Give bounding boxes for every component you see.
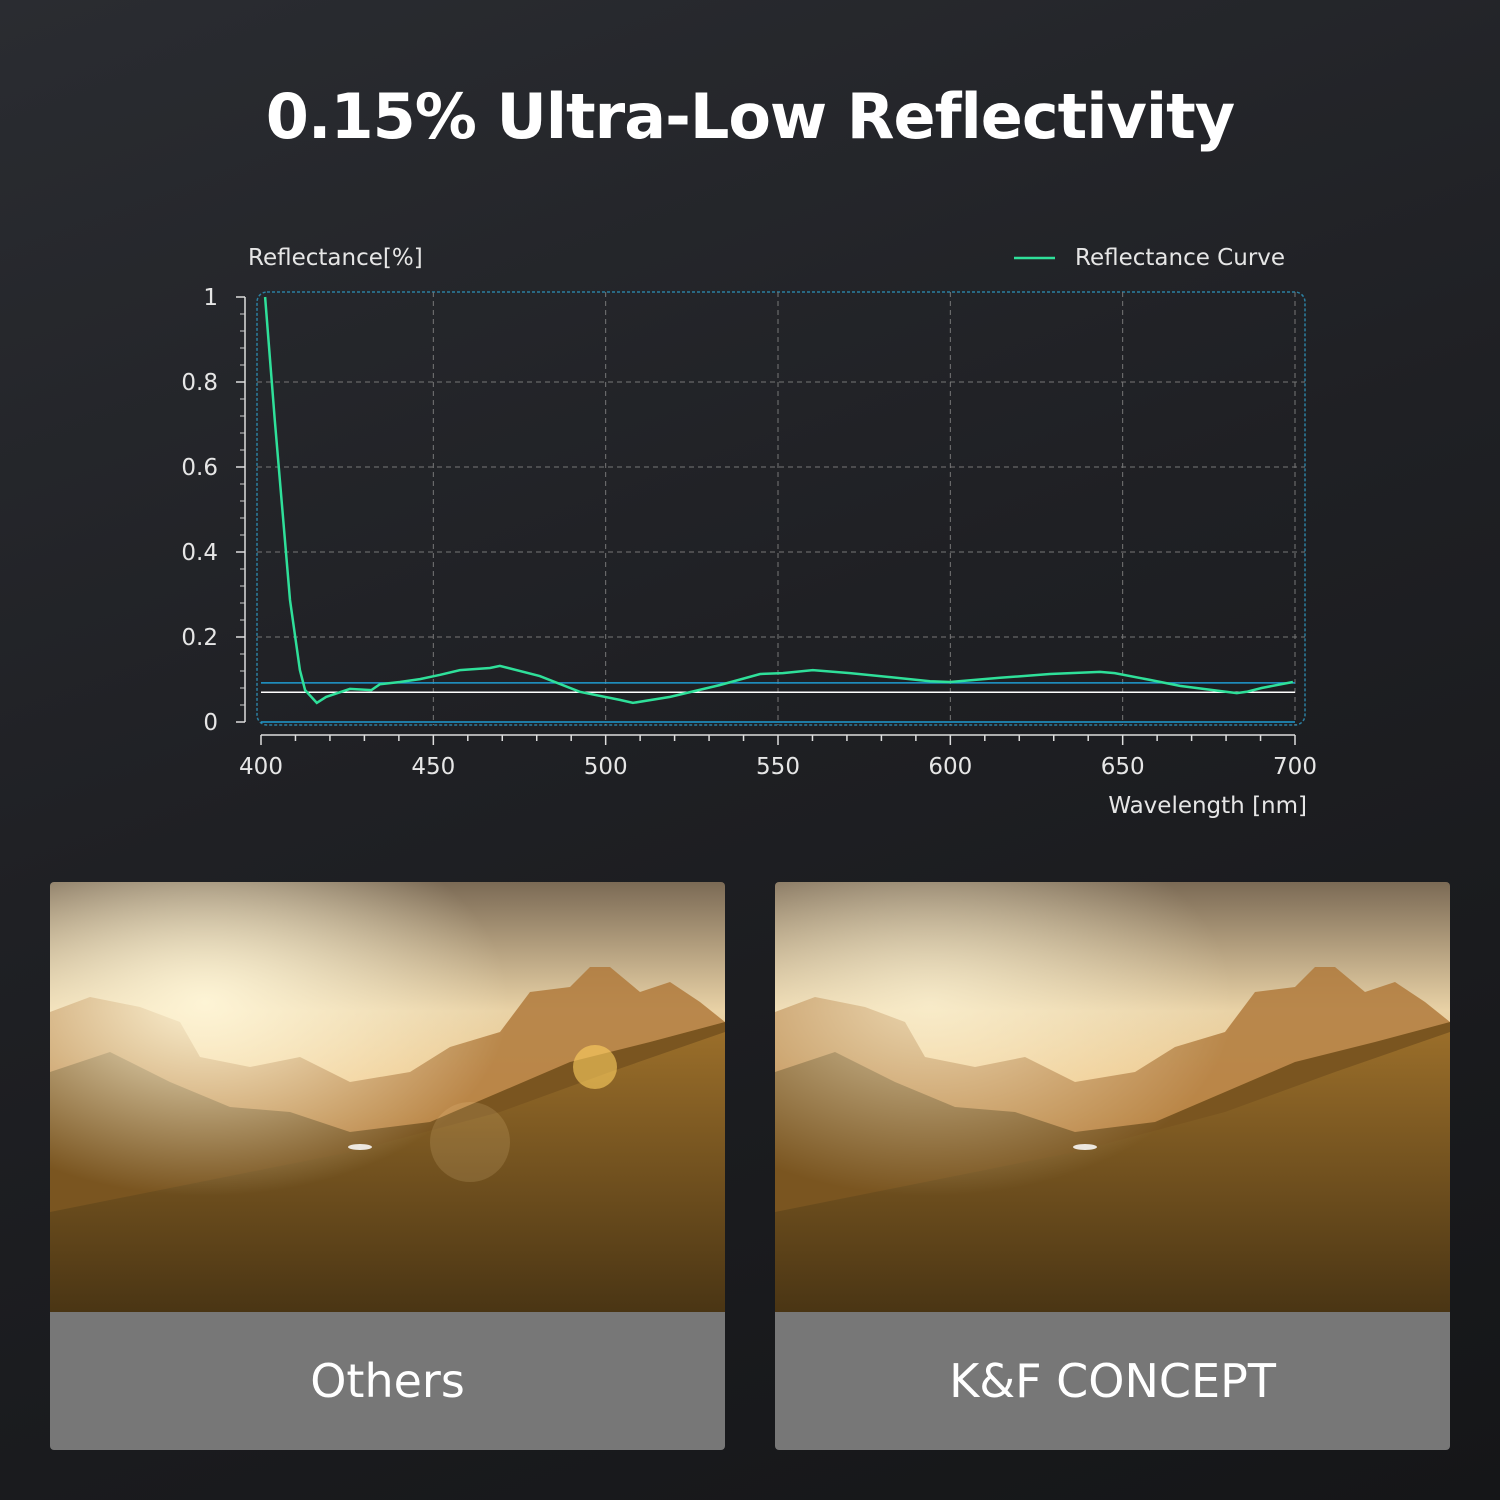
y-axis: 0 0.2 0.4 0.6 0.8 1 <box>181 285 246 736</box>
grid <box>257 292 1305 725</box>
x-tick-label: 550 <box>756 754 800 780</box>
y-tick-label: 0.8 <box>181 370 218 396</box>
y-tick-label: 0.4 <box>181 540 218 566</box>
y-axis-label: Reflectance[%] <box>248 245 423 271</box>
plot-frame <box>256 291 1306 726</box>
x-axis-label: Wavelength [nm] <box>1108 793 1307 819</box>
y-tick-label: 1 <box>203 285 218 311</box>
legend-label: Reflectance Curve <box>1075 245 1285 271</box>
x-tick-label: 450 <box>411 754 455 780</box>
x-tick-label: 650 <box>1101 754 1145 780</box>
x-tick-label: 500 <box>584 754 628 780</box>
x-tick-label: 700 <box>1273 754 1317 780</box>
landscape-image-others <box>50 882 725 1312</box>
reflectance-curve-line <box>263 296 1294 705</box>
photo-kf-concept: K&F CONCEPT <box>775 882 1450 1450</box>
reference-lines <box>261 682 1295 723</box>
photo-others: Others <box>50 882 725 1450</box>
landscape-image-kf-concept <box>775 882 1450 1312</box>
reflectance-chart: 0 0.2 0.4 0.6 0.8 1 400 450 500 550 600 650 700 Ref… <box>181 245 1317 819</box>
y-tick-label: 0.6 <box>181 455 218 481</box>
y-tick-label: 0.2 <box>181 625 218 651</box>
caption-others: Others <box>50 1312 725 1450</box>
y-tick-label: 0 <box>203 710 218 736</box>
x-tick-label: 600 <box>928 754 972 780</box>
x-axis: 400 450 500 550 600 650 700 <box>239 734 1317 780</box>
page-title: 0.15% Ultra-Low Reflectivity <box>265 80 1235 153</box>
x-tick-label: 400 <box>239 754 283 780</box>
caption-kf-concept: K&F CONCEPT <box>775 1312 1450 1450</box>
